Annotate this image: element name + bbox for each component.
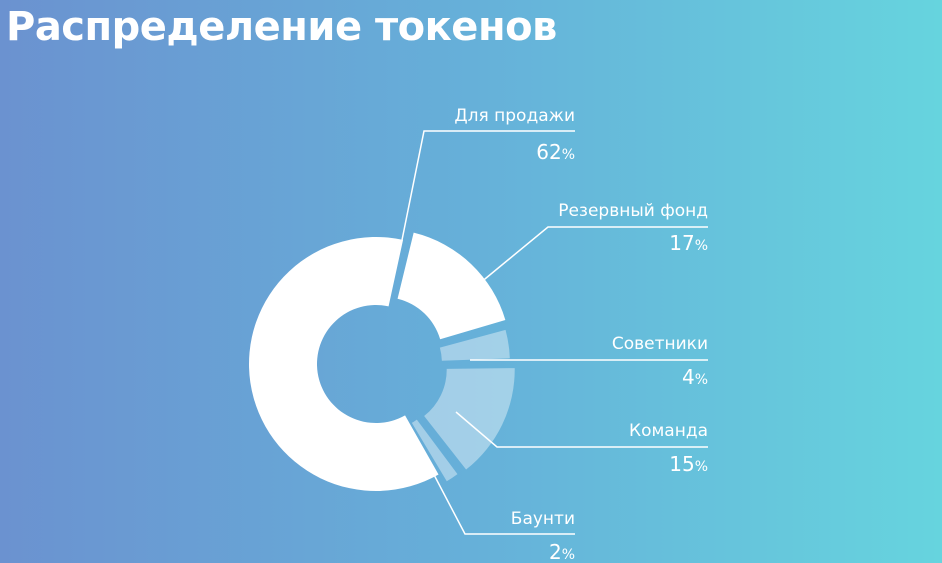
slice-value-2: 17% [669,231,708,255]
leader-line-1 [401,130,575,241]
leader-line-2 [473,226,708,289]
slice-value-4: 15% [669,452,708,476]
slice-3 [439,329,510,361]
slice-value-1: 62% [536,140,575,164]
slice-value-3: 4% [682,365,708,389]
leader-line-4 [455,411,708,448]
slice-4 [424,368,515,470]
slice-label-4: Команда [629,421,708,441]
leader-line-5 [419,447,575,535]
slice-2 [397,232,506,340]
slice-label-3: Советники [612,334,708,354]
slice-5 [411,419,458,482]
slice-label-1: Для продажи [454,106,575,126]
slice-label-2: Резервный фонд [558,201,708,221]
slice-value-5: 2% [549,540,575,563]
chart-title: Распределение токенов [6,4,557,50]
slice-label-5: Баунти [511,509,575,529]
slice-1 [249,236,439,491]
